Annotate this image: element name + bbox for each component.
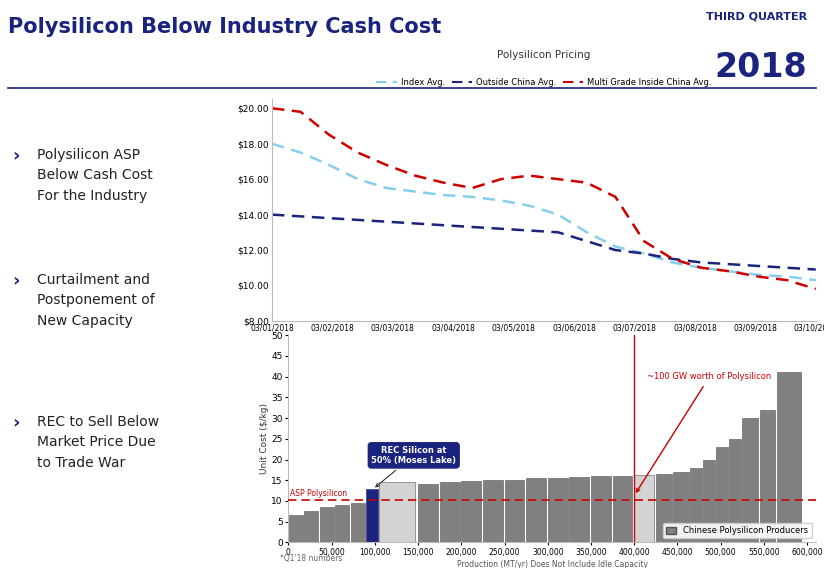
Bar [656, 474, 672, 542]
Text: Polysilicon Below Industry Cash Cost: Polysilicon Below Industry Cash Cost [8, 17, 442, 37]
Text: ›: › [12, 148, 20, 166]
Bar [742, 418, 758, 542]
Text: Polysilicon ASP
Below Cash Cost
For the Industry: Polysilicon ASP Below Cash Cost For the … [37, 148, 152, 203]
Bar [379, 482, 415, 542]
Bar [461, 481, 481, 542]
Bar [777, 373, 801, 542]
Bar [673, 472, 689, 542]
Text: THIRD QUARTER: THIRD QUARTER [706, 11, 808, 22]
Bar [729, 438, 742, 542]
Bar [320, 507, 334, 542]
Bar [612, 476, 633, 542]
Bar [440, 482, 460, 542]
Legend: Chinese Polysilicon Producers: Chinese Polysilicon Producers [663, 523, 812, 538]
Bar [716, 447, 728, 542]
Text: Curtailment and
Postponement of
New Capacity: Curtailment and Postponement of New Capa… [37, 273, 155, 328]
Y-axis label: Unit Cost ($/kg): Unit Cost ($/kg) [260, 403, 269, 474]
Bar [418, 485, 438, 542]
Text: *Q1'18 numbers: *Q1'18 numbers [280, 554, 343, 563]
Bar [335, 505, 349, 542]
Bar [634, 475, 654, 542]
Bar [288, 516, 302, 542]
Bar [483, 481, 503, 542]
Bar [366, 490, 378, 542]
Bar [504, 481, 524, 542]
Text: ›: › [12, 273, 20, 291]
Text: ~100 GW worth of Polysilicon: ~100 GW worth of Polysilicon [636, 373, 771, 492]
Bar [569, 477, 589, 542]
Text: REC to Sell Below
Market Price Due
to Trade War: REC to Sell Below Market Price Due to Tr… [37, 415, 159, 470]
Text: ›: › [12, 415, 20, 433]
Text: Polysilicon Pricing: Polysilicon Pricing [497, 49, 591, 60]
Text: ASP Polysilicon: ASP Polysilicon [290, 489, 347, 498]
Bar [304, 511, 318, 542]
Bar [351, 503, 365, 542]
Bar [527, 478, 546, 542]
Bar [548, 478, 568, 542]
Text: 2018: 2018 [714, 51, 808, 84]
Legend: Index Avg., Outside China Avg., Multi Grade Inside China Avg.: Index Avg., Outside China Avg., Multi Gr… [373, 75, 714, 90]
Bar [760, 410, 775, 542]
X-axis label: Production (MT/yr) Does Not Include Idle Capacity: Production (MT/yr) Does Not Include Idle… [456, 560, 648, 568]
Bar [591, 476, 611, 542]
Bar [704, 460, 715, 542]
Bar [691, 468, 702, 542]
Text: REC Silicon at
50% (Moses Lake): REC Silicon at 50% (Moses Lake) [372, 446, 456, 487]
